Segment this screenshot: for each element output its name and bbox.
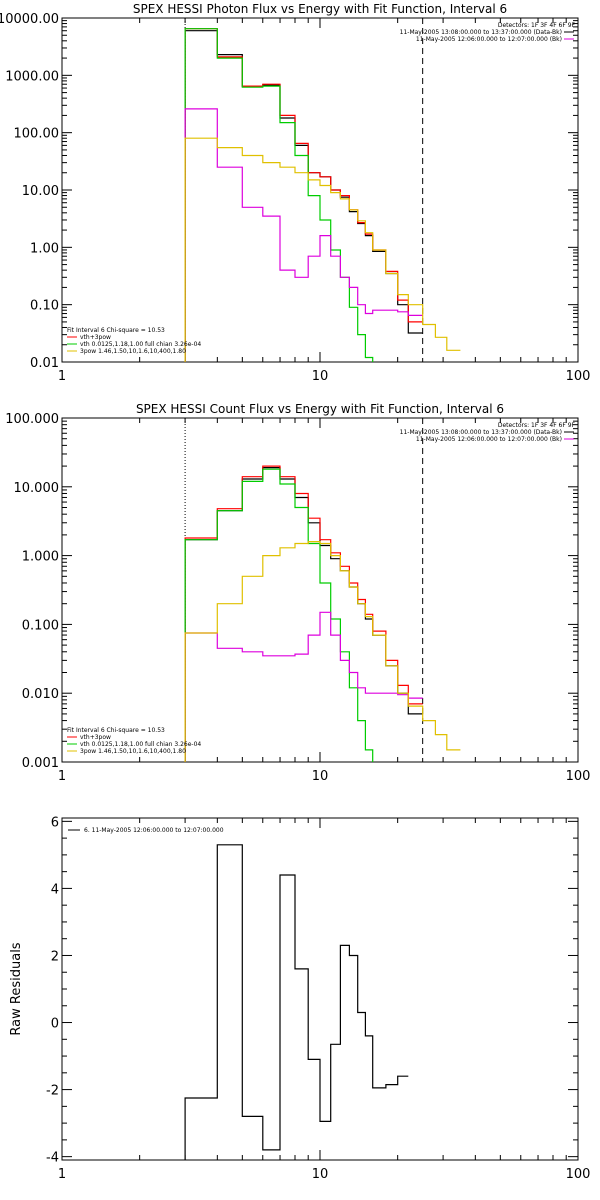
y-tick-label: 10.00 bbox=[22, 184, 59, 199]
chart-panel-1: SPEX HESSI Photon Flux vs Energy with Fi… bbox=[0, 2, 591, 384]
series-line-3 bbox=[184, 468, 374, 762]
y-tick-label: 0.010 bbox=[22, 687, 59, 702]
legend-text: 6. 11-May-2005 12:06:00.000 to 12:07:00.… bbox=[84, 827, 224, 834]
legend-text: 11-May-2005 12:06:00.000 to 12:07:00.000… bbox=[416, 36, 562, 43]
y-tick-label: 0.100 bbox=[22, 618, 59, 633]
y-tick-label: -2 bbox=[46, 1084, 59, 1099]
y-tick-label: 1.00 bbox=[30, 241, 59, 256]
legend-text: 11-May-2005 12:06:00.000 to 12:07:00.000… bbox=[416, 436, 562, 443]
legend-text: Fit Interval 6 Chi-square = 10.53 bbox=[67, 327, 165, 334]
series-line-2 bbox=[184, 28, 423, 362]
chart-panel-2: SPEX HESSI Count Flux vs Energy with Fit… bbox=[5, 402, 590, 784]
series-line-4 bbox=[184, 108, 423, 362]
x-tick-label: 1 bbox=[58, 369, 66, 384]
x-tick-label: 10 bbox=[312, 769, 329, 784]
y-tick-label: 0 bbox=[51, 1017, 59, 1032]
x-tick-label: 1 bbox=[58, 769, 66, 784]
x-tick-label: 100 bbox=[566, 369, 591, 384]
series-line-1 bbox=[184, 467, 423, 762]
y-tick-label: 6 bbox=[51, 815, 59, 830]
y-tick-label: 100.00 bbox=[14, 127, 60, 142]
legend-text: vth+3pow bbox=[80, 734, 111, 741]
legend-text: 3pow 1.46,1.50,10,1.6,10,400,1.80 bbox=[80, 748, 186, 755]
y-tick-label: 2 bbox=[51, 949, 59, 964]
chart-panel-3: 1 10 100 -4 -2 0 2 4 6 Raw Residuals 6. 11-May-200… bbox=[9, 815, 590, 1182]
y-tick-label: 1000.00 bbox=[5, 69, 59, 84]
series-line-1 bbox=[184, 844, 409, 1160]
chart-title: SPEX HESSI Photon Flux vs Energy with Fi… bbox=[133, 2, 507, 16]
legend-text: vth 0.0125,1.18,1.00 full chian 3.26e-04 bbox=[80, 341, 201, 348]
y-tick-label: 0.001 bbox=[22, 756, 59, 771]
x-tick-label: 100 bbox=[566, 769, 591, 784]
x-tick-label: 1 bbox=[58, 1167, 66, 1182]
y-tick-label: 4 bbox=[51, 882, 59, 897]
series-line-5 bbox=[184, 137, 461, 362]
legend-text: 11-May-2005 13:08:00.000 to 13:37:00.000… bbox=[400, 429, 562, 436]
legend-text: Fit Interval 6 Chi-square = 10.53 bbox=[67, 727, 165, 734]
legend-text: 11-May-2005 13:08:00.000 to 13:37:00.000… bbox=[400, 29, 562, 36]
series-line-5 bbox=[184, 541, 461, 762]
y-axis-label: Raw Residuals bbox=[9, 942, 24, 1035]
plot-frame bbox=[61, 417, 579, 763]
x-tick-label: 100 bbox=[566, 1167, 591, 1182]
series-line-3 bbox=[184, 28, 374, 362]
y-tick-label: -4 bbox=[46, 1151, 59, 1166]
legend-text: 3pow 1.46,1.50,10,1.6,10,400,1.80 bbox=[80, 348, 186, 355]
y-tick-label: 0.01 bbox=[30, 356, 59, 371]
series-line-1 bbox=[184, 30, 423, 362]
legend-text: Detectors: 1F 3F 4F 6F 9F bbox=[498, 422, 576, 429]
y-tick-label: 10.000 bbox=[14, 481, 60, 496]
x-tick-label: 10 bbox=[312, 1167, 329, 1182]
legend-text: Detectors: 1F 3F 4F 6F 9F bbox=[498, 22, 576, 29]
y-tick-label: 10000.00 bbox=[0, 12, 59, 27]
legend-text: vth+3pow bbox=[80, 334, 111, 341]
y-tick-label: 0.10 bbox=[30, 299, 59, 314]
plot-frame bbox=[61, 17, 579, 363]
y-tick-label: 1.000 bbox=[22, 550, 59, 565]
legend-text: vth 0.0125,1.18,1.00 full chian 3.26e-04 bbox=[80, 741, 201, 748]
x-tick-label: 10 bbox=[312, 369, 329, 384]
series-line-4 bbox=[184, 611, 423, 762]
chart-title: SPEX HESSI Count Flux vs Energy with Fit… bbox=[136, 402, 504, 416]
y-tick-label: 100.000 bbox=[5, 412, 59, 427]
